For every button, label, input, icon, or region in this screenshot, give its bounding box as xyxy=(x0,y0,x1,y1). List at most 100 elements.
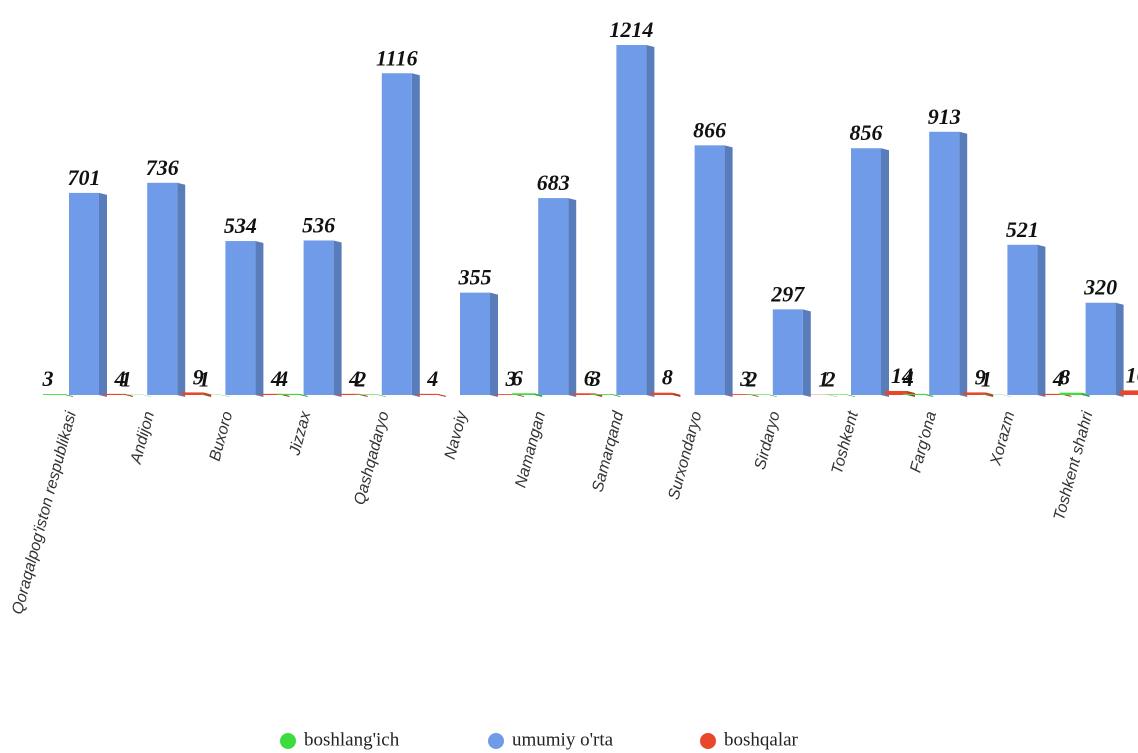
x-tick-label: Jizzax xyxy=(286,409,314,458)
data-label: 9 xyxy=(975,364,986,389)
bar xyxy=(43,394,65,395)
bar xyxy=(494,394,516,395)
bar-side xyxy=(255,241,264,397)
legend-marker xyxy=(280,733,296,749)
bar xyxy=(929,131,960,395)
legend-marker xyxy=(488,733,504,749)
data-label: 1 xyxy=(199,367,210,392)
bar xyxy=(728,394,751,395)
data-label: 536 xyxy=(302,212,335,237)
data-label: 701 xyxy=(68,165,101,190)
bar xyxy=(694,145,725,395)
data-label: 683 xyxy=(537,170,570,195)
bar xyxy=(1041,393,1064,395)
bar xyxy=(103,393,125,395)
data-label: 3 xyxy=(739,366,751,391)
bar-side xyxy=(802,309,811,397)
bar-side xyxy=(672,392,681,397)
bar-side xyxy=(1003,394,1012,397)
bar xyxy=(772,309,803,395)
bar-side xyxy=(959,131,968,397)
bar-side xyxy=(881,148,889,397)
bar-side xyxy=(143,394,152,397)
x-tick-label: Buxoro xyxy=(207,410,237,463)
legend-marker xyxy=(700,733,716,749)
bar xyxy=(1085,302,1116,395)
bar-side xyxy=(177,182,186,397)
x-tick-label: Qoraqalpog'iston respublikasi xyxy=(9,409,80,616)
bar-side xyxy=(568,198,577,397)
bar-side xyxy=(437,393,446,397)
data-label: 14 xyxy=(891,363,913,388)
data-label: 1 xyxy=(981,367,992,392)
bar xyxy=(225,241,256,395)
data-label: 4 xyxy=(348,366,360,391)
data-label: 1116 xyxy=(376,45,418,70)
bar-side xyxy=(221,394,230,397)
bar xyxy=(381,73,412,395)
bar xyxy=(355,394,378,395)
data-label: 9 xyxy=(193,364,204,389)
data-label: 2 xyxy=(354,366,366,391)
data-label: 16 xyxy=(1126,362,1138,387)
bar xyxy=(746,394,769,395)
bar-side xyxy=(594,393,603,397)
bar xyxy=(277,393,300,395)
bar xyxy=(851,148,881,395)
bar xyxy=(1007,244,1038,395)
bar-side xyxy=(411,73,420,397)
data-label: 3 xyxy=(42,366,54,391)
bar xyxy=(147,182,178,395)
data-label: 866 xyxy=(693,117,726,142)
legend-label: boshlang'ich xyxy=(304,729,400,750)
data-label: 355 xyxy=(458,265,492,290)
bar-side xyxy=(828,394,837,397)
data-label: 8 xyxy=(1059,365,1070,390)
x-tick-label: Namangan xyxy=(512,410,549,490)
bar xyxy=(1059,392,1082,395)
x-tick-label: Toshkent shahri xyxy=(1051,409,1097,522)
legend-label: umumiy o'rta xyxy=(512,729,614,750)
bar xyxy=(825,394,847,395)
bar-side xyxy=(847,394,855,397)
bar-side xyxy=(377,394,386,397)
data-label: 3 xyxy=(505,366,517,391)
bar xyxy=(590,394,613,395)
bar-side xyxy=(985,392,994,397)
bar-side xyxy=(1037,244,1046,397)
x-tick-label: Sirdaryo xyxy=(752,410,784,472)
bar xyxy=(650,392,673,395)
bar xyxy=(460,292,490,395)
data-label: 6 xyxy=(584,365,595,390)
x-tick-label: Samarqand xyxy=(589,409,627,494)
data-label: 6 xyxy=(512,365,523,390)
data-label: 1214 xyxy=(609,17,653,42)
bar-side xyxy=(925,393,934,397)
x-tick-label: Xorazm xyxy=(987,410,1018,469)
data-label: 856 xyxy=(850,120,883,145)
data-label: 4 xyxy=(114,366,126,391)
bar-side xyxy=(203,392,212,397)
bar-side xyxy=(724,145,733,397)
data-label: 2 xyxy=(824,366,836,391)
x-tick-label: Andijon xyxy=(128,410,159,467)
bar xyxy=(69,192,99,395)
x-tick-label: Toshkent xyxy=(829,409,862,476)
bar-side xyxy=(1115,302,1124,397)
bar xyxy=(415,393,438,395)
bar xyxy=(303,240,334,395)
legend-label: boshqalar xyxy=(724,729,799,750)
bar-side xyxy=(534,393,543,397)
data-label: 3 xyxy=(589,366,601,391)
data-label: 320 xyxy=(1083,275,1117,300)
data-label: 1 xyxy=(121,367,132,392)
bar xyxy=(885,390,907,395)
bar xyxy=(181,392,204,395)
data-label: 4 xyxy=(902,366,914,391)
data-label: 2 xyxy=(745,366,757,391)
data-label: 4 xyxy=(270,366,282,391)
data-label: 8 xyxy=(662,365,673,390)
bar-side xyxy=(612,394,621,397)
data-label: 521 xyxy=(1006,217,1039,242)
bar-side xyxy=(490,292,498,397)
